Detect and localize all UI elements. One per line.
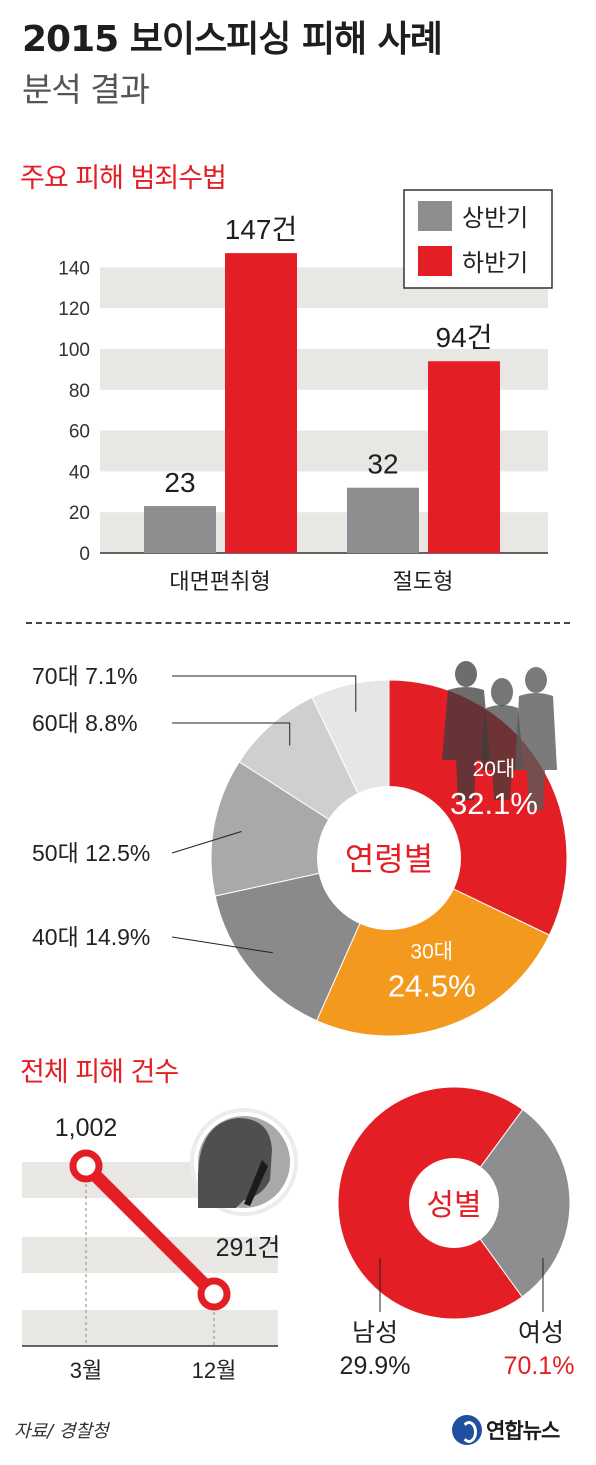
- line-x-label-december: 12월: [192, 1358, 237, 1383]
- page-subtitle: 분석 결과: [22, 70, 150, 109]
- line-band: [22, 1237, 278, 1273]
- bar-chart-y-ticks: 0 20 40 60 80 100 120 140: [58, 258, 90, 565]
- line-band: [22, 1310, 278, 1346]
- legend-swatch-first-half: [418, 201, 452, 231]
- x-category-label: 절도형: [393, 569, 454, 594]
- y-tick-label: 120: [58, 299, 90, 320]
- x-category-label: 대면편취형: [169, 569, 270, 594]
- gender-donut-hole: [409, 1158, 499, 1248]
- gender-label-female: 여성: [518, 1319, 564, 1347]
- total-line-chart: 1,002 291건 3월 12월: [22, 1108, 298, 1383]
- silhouette-group-icon: [442, 661, 557, 810]
- section-title-methods: 주요 피해 범죄수법: [20, 163, 227, 194]
- bar-chart-legend: 상반기 하반기: [403, 189, 553, 289]
- gender-donut-center-label: 성별: [426, 1189, 481, 1222]
- bar-value-label: 32: [367, 449, 398, 480]
- y-tick-label: 80: [69, 381, 90, 402]
- y-tick-label: 140: [58, 258, 90, 279]
- line-x-label-march: 3월: [70, 1358, 102, 1383]
- line-value-label-march: 1,002: [55, 1114, 118, 1142]
- bar: [347, 487, 419, 553]
- bar-value-label: 23: [164, 467, 195, 498]
- age-slice-name: 20대: [473, 758, 516, 781]
- gender-donut-chart: 성별 남성 29.9% 여성 70.1%: [337, 1086, 575, 1380]
- bar: [428, 361, 500, 553]
- line-point-december: [197, 1277, 231, 1311]
- age-callout-label: 50대 12.5%: [32, 840, 150, 866]
- y-tick-label: 100: [58, 340, 90, 361]
- age-callout-label: 60대 8.8%: [32, 710, 138, 736]
- y-tick-label: 40: [69, 462, 90, 483]
- yonhap-logo-icon: [452, 1415, 482, 1445]
- age-callout-line: [172, 722, 291, 746]
- y-tick-label: 60: [69, 422, 90, 443]
- age-donut-center-label: 연령별: [345, 841, 433, 877]
- line-series: [79, 1159, 221, 1301]
- phone-caller-icon: [190, 1108, 298, 1216]
- bar: [225, 253, 297, 553]
- legend-swatch-second-half: [418, 246, 452, 276]
- age-callout-label: 40대 14.9%: [32, 924, 150, 950]
- y-tick-label: 0: [79, 544, 90, 565]
- bar-value-label: 94건: [436, 322, 493, 353]
- age-callout-lines: [171, 675, 357, 954]
- source-note: 자료/ 경찰청: [14, 1421, 109, 1442]
- publisher-name: 연합뉴스: [486, 1419, 560, 1443]
- age-donut-chart: 연령별 20대 32.1% 30대 24.5% 40대 14.9% 50대 12.5% 60…: [32, 661, 568, 1037]
- legend-label-second-half: 하반기: [462, 250, 528, 277]
- section-divider: [26, 622, 570, 624]
- age-slice-value: 24.5%: [388, 968, 476, 1003]
- age-slice-value: 32.1%: [450, 786, 538, 821]
- page-title: 2015 보이스피싱 피해 사례: [22, 19, 443, 60]
- age-callout-line: [171, 936, 273, 954]
- section-title-total: 전체 피해 건수: [20, 1057, 179, 1088]
- y-tick-label: 20: [69, 503, 90, 524]
- line-value-label-december: 291건: [216, 1234, 281, 1262]
- age-callout-line: [172, 675, 357, 712]
- legend-label-first-half: 상반기: [462, 205, 528, 232]
- age-donut-hole: [317, 786, 461, 930]
- age-slice-labels: 20대 32.1% 30대 24.5% 40대 14.9% 50대 12.5% 60대 8.…: [32, 663, 538, 1003]
- bar-chart-bars: 23 147건 32 94건: [144, 214, 500, 553]
- age-callout-label: 70대 7.1%: [32, 663, 138, 689]
- bar-value-label: 147건: [225, 214, 297, 245]
- gender-value-male: 29.9%: [340, 1352, 411, 1380]
- gender-value-female: 70.1%: [504, 1352, 575, 1380]
- publisher-logo: 연합뉴스: [452, 1408, 560, 1452]
- age-slice-name: 30대: [410, 940, 453, 963]
- line-point-march: [69, 1149, 103, 1183]
- age-callout-line: [171, 831, 242, 854]
- bar: [144, 506, 216, 553]
- gender-label-male: 남성: [352, 1319, 398, 1347]
- bar-chart-categories: 대면편취형 절도형: [169, 569, 453, 594]
